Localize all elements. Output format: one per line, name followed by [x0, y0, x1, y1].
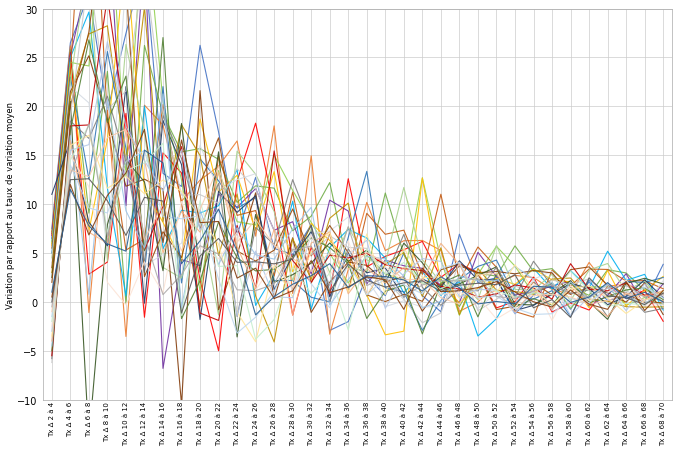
Y-axis label: Variation par rapport au taux de variation moyen: Variation par rapport au taux de variati…	[5, 101, 14, 308]
